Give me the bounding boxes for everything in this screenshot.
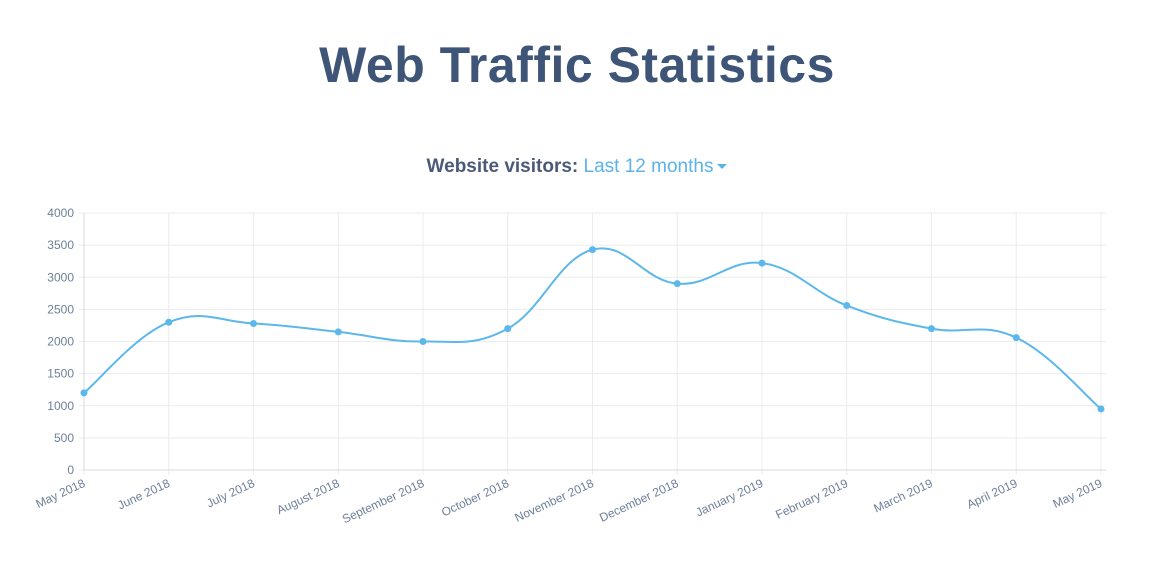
y-tick-label: 3000 — [47, 270, 74, 284]
x-tick-label: March 2019 — [871, 476, 935, 516]
y-tick-label: 4000 — [47, 206, 74, 220]
data-point — [504, 325, 512, 333]
y-tick-label: 500 — [54, 431, 74, 445]
data-point — [589, 246, 596, 254]
subtitle-label: Website visitors: — [426, 156, 579, 177]
data-point — [165, 318, 173, 326]
data-point — [758, 259, 766, 267]
x-tick-label: December 2018 — [597, 476, 681, 525]
y-tick-label: 0 — [67, 463, 74, 477]
x-tick-label: February 2019 — [773, 476, 850, 522]
x-tick-label: September 2018 — [340, 476, 427, 526]
y-tick-label: 2000 — [47, 335, 74, 349]
x-tick-label: October 2018 — [439, 476, 511, 520]
dropdown-caret[interactable] — [717, 164, 728, 170]
y-tick-label: 1500 — [47, 367, 74, 381]
data-point — [1012, 334, 1020, 342]
x-tick-label: November 2018 — [512, 476, 596, 525]
data-point — [80, 389, 88, 397]
data-point — [419, 338, 427, 345]
data-point — [334, 328, 342, 336]
data-point — [250, 320, 257, 328]
x-tick-label: July 2018 — [204, 476, 257, 511]
y-tick-label: 3500 — [47, 238, 74, 252]
y-tick-label: 2500 — [47, 302, 74, 316]
data-point — [928, 325, 935, 333]
x-tick-label: January 2019 — [693, 476, 765, 520]
period-dropdown[interactable]: Last 12 months — [584, 156, 728, 177]
x-tick-label: April 2019 — [965, 476, 1020, 512]
chart-subtitle: Website visitors: Last 12 months — [0, 156, 1154, 178]
y-tick-label: 1000 — [47, 399, 74, 413]
data-point — [843, 302, 851, 310]
x-tick-label: May 2018 — [34, 476, 88, 511]
data-point — [673, 280, 681, 288]
x-tick-label: August 2018 — [275, 476, 342, 517]
data-point — [1097, 405, 1105, 413]
page-title: Web Traffic Statistics — [319, 37, 835, 93]
dropdown-label[interactable]: Last 12 months — [583, 156, 714, 177]
x-tick-label: May 2019 — [1051, 476, 1105, 511]
x-tick-label: June 2018 — [115, 476, 172, 513]
